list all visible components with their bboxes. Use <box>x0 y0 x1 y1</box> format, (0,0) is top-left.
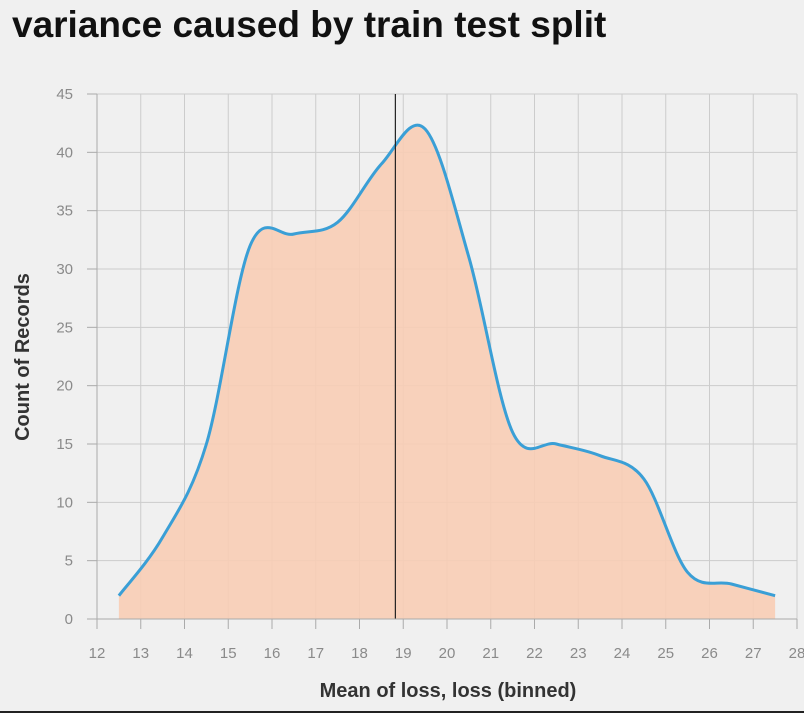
x-tick-label: 12 <box>89 645 106 662</box>
x-tick-label: 26 <box>701 645 718 662</box>
series-line <box>117 123 776 598</box>
y-tick-label: 15 <box>56 436 73 453</box>
x-tick-label: 21 <box>482 645 499 662</box>
x-tick-label: 20 <box>439 645 456 662</box>
y-tick-label: 20 <box>56 378 73 395</box>
x-tick-label: 16 <box>264 645 281 662</box>
x-tick-label: 22 <box>526 645 543 662</box>
chart-title: variance caused by train test split <box>12 4 607 45</box>
bottom-divider <box>0 711 804 713</box>
x-tick-label: 18 <box>351 645 368 662</box>
y-tick-label: 45 <box>56 86 73 103</box>
plot-area <box>117 123 776 619</box>
y-axis-label: Count of Records <box>12 273 34 441</box>
x-tick-label: 25 <box>657 645 674 662</box>
x-tick-label: 24 <box>614 645 631 662</box>
x-axis-label: Mean of loss, loss (binned) <box>320 680 577 702</box>
x-tick-label: 13 <box>132 645 149 662</box>
axes: 12 13 14 15 16 17 18 19 20 21 22 23 24 25 26 27 28 0 5 10 15… <box>56 86 804 662</box>
x-tick-label: 19 <box>395 645 412 662</box>
y-tick-label: 30 <box>56 261 73 278</box>
y-tick-label: 25 <box>56 319 73 336</box>
x-tick-label: 27 <box>745 645 762 662</box>
area-fill <box>118 125 776 619</box>
y-tick-label: 10 <box>56 494 73 511</box>
y-tick-label: 0 <box>65 611 73 628</box>
y-tick-label: 35 <box>56 203 73 220</box>
y-tick-label: 5 <box>65 553 73 570</box>
x-tick-label: 15 <box>220 645 237 662</box>
x-tick-label: 23 <box>570 645 587 662</box>
x-tick-label: 17 <box>307 645 324 662</box>
y-tick-label: 40 <box>56 144 73 161</box>
x-tick-label: 14 <box>176 645 193 662</box>
x-tick-label: 28 <box>789 645 804 662</box>
